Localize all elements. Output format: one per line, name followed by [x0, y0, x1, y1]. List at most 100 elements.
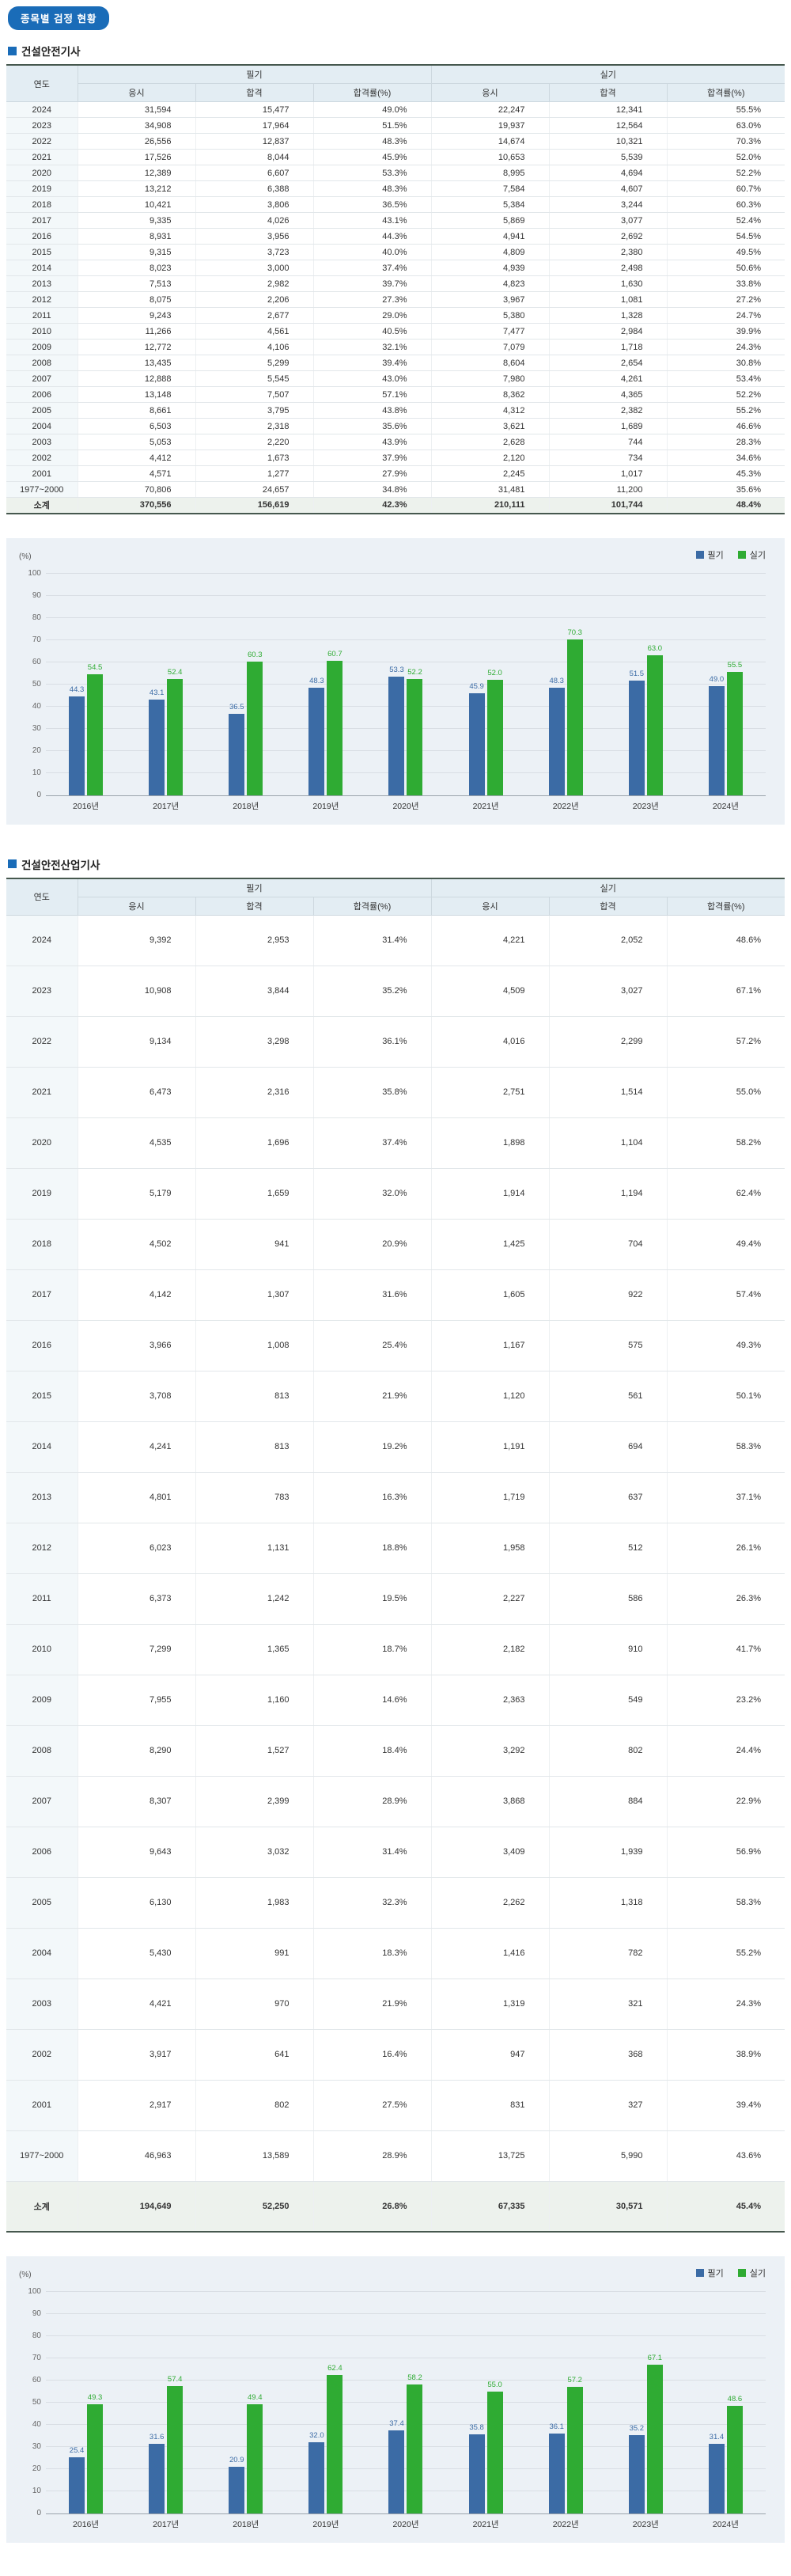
- year-cell: 2019: [6, 1168, 78, 1220]
- value-cell: 549: [549, 1675, 668, 1726]
- table-row: 2015 3,708 813 21.9% 1,120 561 50.1%: [6, 1371, 785, 1422]
- year-cell: 2009: [6, 339, 78, 355]
- value-cell: 10,421: [78, 196, 196, 213]
- value-cell: 37.4%: [313, 260, 432, 276]
- value-cell: 60.3%: [667, 196, 785, 213]
- table-subheader-row: 응시 합격 합격률(%) 응시 합격 합격률(%): [6, 897, 785, 916]
- value-cell: 67,335: [431, 2181, 550, 2233]
- bar-실기: 67.1: [646, 2354, 663, 2513]
- bar-value-label: 49.0: [709, 675, 725, 685]
- gridline: [46, 772, 766, 773]
- value-cell: 1,958: [431, 1523, 550, 1574]
- col-header-pass-rate: 합격률(%): [667, 83, 785, 102]
- value-cell: 22,247: [431, 101, 550, 118]
- value-cell: 52.2%: [667, 386, 785, 403]
- col-group-practical: 실기: [431, 878, 785, 897]
- table-body: 2024 31,594 15,477 49.0% 22,247 12,341 55.5% 20…: [6, 101, 785, 514]
- section-bullet-icon: [8, 859, 17, 868]
- value-cell: 782: [549, 1928, 668, 1979]
- legend-label: 필기: [707, 2269, 724, 2278]
- value-cell: 2,382: [549, 402, 668, 419]
- plot-area: 0 10 20 30 40 50 60 70 80 90 100 44.3 54.5 43.1 52.4 36…: [28, 569, 766, 799]
- gridline: [46, 2291, 766, 2292]
- table-row: 2005 6,130 1,983 32.3% 2,262 1,318 58.3%: [6, 1877, 785, 1929]
- year-cell: 2006: [6, 386, 78, 403]
- value-cell: 32.3%: [313, 1877, 432, 1929]
- bar-value-label: 58.2: [407, 2373, 422, 2383]
- value-cell: 31,481: [431, 481, 550, 498]
- bar-value-label: 55.5: [727, 661, 743, 670]
- gridline: [46, 683, 766, 685]
- bar-group: 45.9 52.0: [446, 575, 526, 795]
- bar-필기: 48.3: [308, 677, 325, 795]
- value-cell: 62.4%: [667, 1168, 785, 1220]
- value-cell: 43.8%: [313, 402, 432, 419]
- table-row: 2022 9,134 3,298 36.1% 4,016 2,299 57.2%: [6, 1016, 785, 1068]
- year-cell: 2018: [6, 196, 78, 213]
- y-tick-label: 90: [32, 2309, 41, 2318]
- value-cell: 39.7%: [313, 275, 432, 292]
- value-cell: 35.6%: [313, 418, 432, 434]
- year-cell: 2012: [6, 1523, 78, 1574]
- bar-필기: 35.8: [468, 2424, 485, 2513]
- value-cell: 813: [195, 1421, 314, 1473]
- value-cell: 33.8%: [667, 275, 785, 292]
- bar-group: 51.5 63.0: [606, 575, 686, 795]
- table-row: 2002 3,917 641 16.4% 947 368 38.9%: [6, 2029, 785, 2081]
- gridline: [46, 2446, 766, 2447]
- value-cell: 561: [549, 1371, 668, 1422]
- bar-필기: 25.4: [69, 2447, 85, 2513]
- x-axis-label: 2022년: [552, 2520, 579, 2529]
- table-row: 2019 5,179 1,659 32.0% 1,914 1,194 62.4%: [6, 1168, 785, 1220]
- value-cell: 2,498: [549, 260, 668, 276]
- value-cell: 4,026: [195, 212, 314, 229]
- value-cell: 35.8%: [313, 1067, 432, 1118]
- table-row: 2017 4,142 1,307 31.6% 1,605 922 57.4%: [6, 1269, 785, 1321]
- value-cell: 21.9%: [313, 1371, 432, 1422]
- bar-value-label: 36.1: [549, 2422, 564, 2431]
- value-cell: 1,365: [195, 1624, 314, 1675]
- value-cell: 5,380: [431, 307, 550, 324]
- col-header-pass-rate: 합격률(%): [313, 897, 432, 916]
- legend-item: 필기: [695, 548, 724, 561]
- value-cell: 4,535: [78, 1117, 196, 1169]
- legend-swatch-icon: [737, 550, 746, 559]
- bar-실기: 57.4: [167, 2376, 184, 2513]
- value-cell: 57.2%: [667, 1016, 785, 1068]
- value-cell: 12,564: [549, 117, 668, 134]
- year-cell: 2001: [6, 465, 78, 482]
- value-cell: 10,908: [78, 966, 196, 1017]
- y-tick-label: 30: [32, 723, 41, 733]
- table-row: 2019 13,212 6,388 48.3% 7,584 4,607 60.7%: [6, 180, 785, 197]
- value-cell: 802: [195, 2080, 314, 2131]
- chart-legend: 필기 실기: [695, 2267, 766, 2279]
- value-cell: 3,409: [431, 1827, 550, 1878]
- value-cell: 734: [549, 450, 668, 466]
- value-cell: 63.0%: [667, 117, 785, 134]
- value-cell: 1,120: [431, 1371, 550, 1422]
- value-cell: 3,027: [549, 966, 668, 1017]
- table-row: 2009 7,955 1,160 14.6% 2,363 549 23.2%: [6, 1675, 785, 1726]
- value-cell: 26.8%: [313, 2181, 432, 2233]
- exam-stats-table: 연도 필기 실기 응시 합격 합격률(%) 응시 합격 합격률(%) 2024 3…: [6, 64, 785, 514]
- section-title: 건설안전산업기사: [8, 856, 785, 872]
- year-cell: 2001: [6, 2080, 78, 2131]
- value-cell: 2,953: [195, 915, 314, 966]
- value-cell: 2,628: [431, 434, 550, 450]
- table-row: 2007 8,307 2,399 28.9% 3,868 884 22.9%: [6, 1776, 785, 1827]
- value-cell: 1,898: [431, 1117, 550, 1169]
- value-cell: 368: [549, 2029, 668, 2081]
- year-cell: 2015: [6, 1371, 78, 1422]
- bar-필기: 45.9: [468, 683, 485, 795]
- value-cell: 4,823: [431, 275, 550, 292]
- value-cell: 8,995: [431, 165, 550, 181]
- gridline: [46, 2313, 766, 2314]
- value-cell: 23.2%: [667, 1675, 785, 1726]
- value-cell: 3,298: [195, 1016, 314, 1068]
- value-cell: 1,527: [195, 1725, 314, 1777]
- gridline: [46, 705, 766, 707]
- y-axis-unit-label: (%): [19, 2271, 32, 2279]
- x-axis-label: 2019년: [312, 801, 339, 811]
- year-cell: 2023: [6, 966, 78, 1017]
- value-cell: 43.0%: [313, 370, 432, 387]
